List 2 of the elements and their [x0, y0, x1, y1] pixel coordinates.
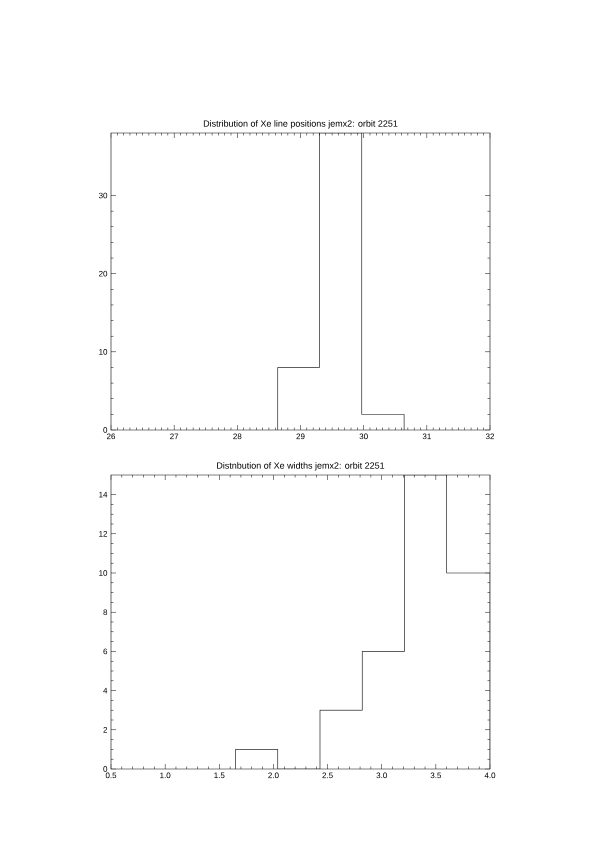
chart-title: Distribution of Xe line positions jemx2: orbit 2251 — [204, 120, 398, 128]
chart-title: Distnbution of Xe widths jemx2: orbit 2251 — [217, 462, 384, 470]
